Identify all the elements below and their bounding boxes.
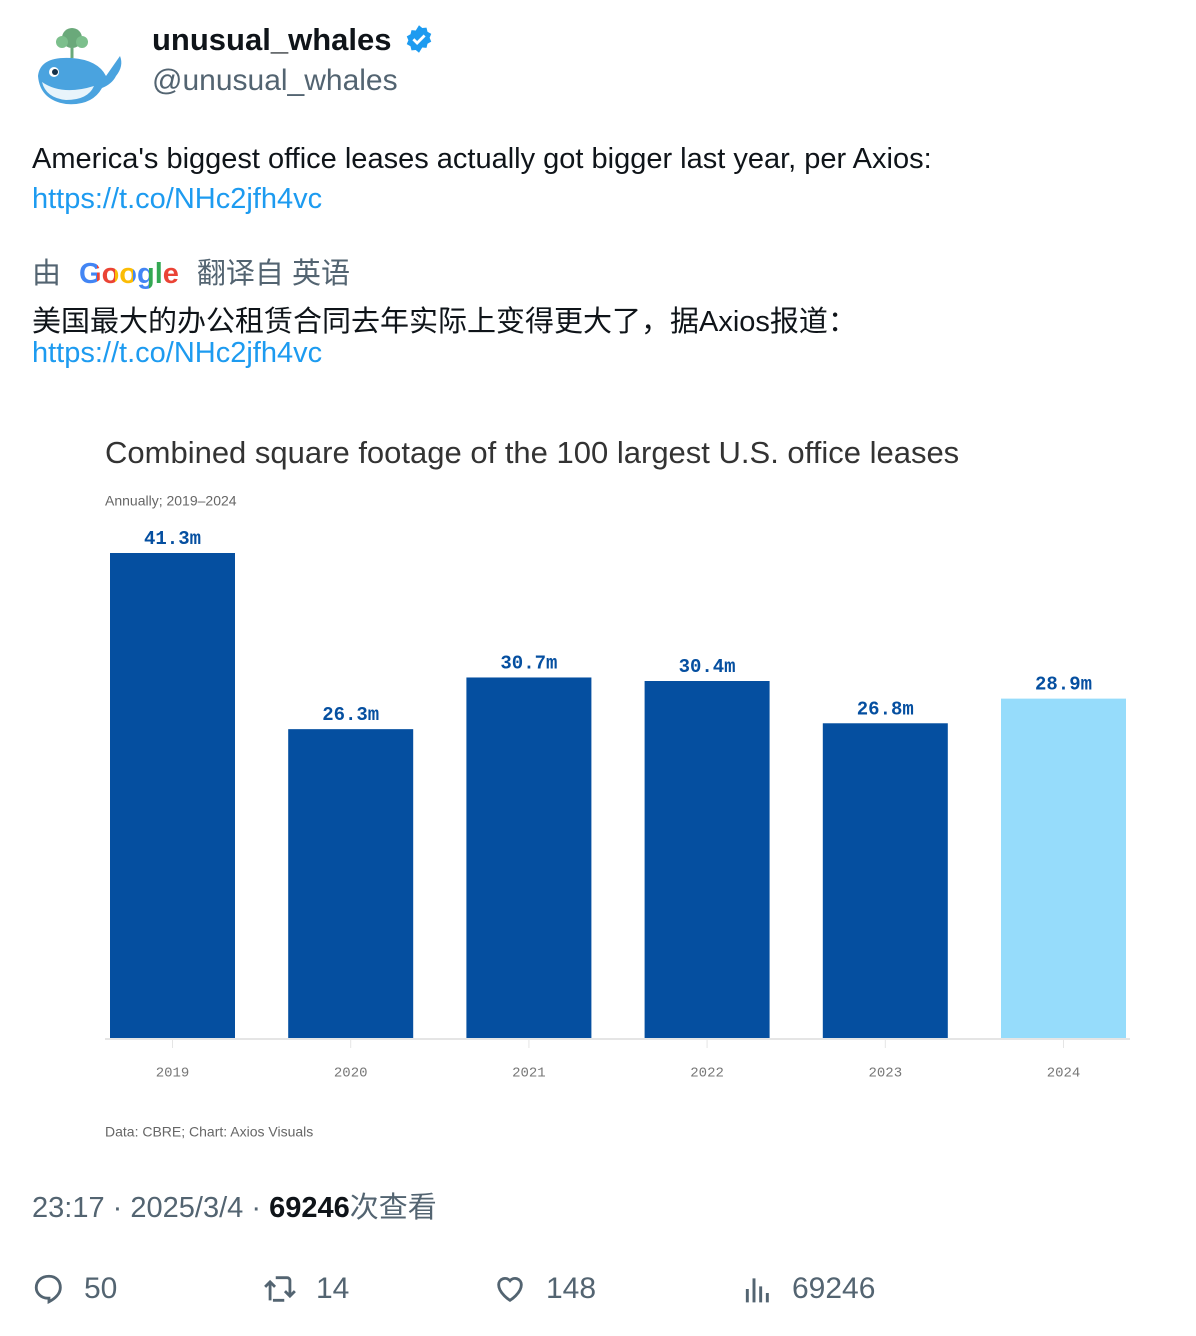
separator: · — [251, 1192, 261, 1224]
time: 23:17 — [32, 1192, 105, 1224]
x-tick-label: 2022 — [690, 1066, 724, 1082]
value-label: 26.3m — [322, 704, 379, 726]
tweet-link[interactable]: https://t.co/NHc2jfh4vc — [32, 183, 323, 215]
views-count: 69246 — [792, 1272, 876, 1305]
value-label: 30.7m — [500, 652, 557, 674]
user-handle[interactable]: @unusual_whales — [152, 64, 398, 97]
value-label: 26.8m — [857, 698, 914, 720]
translation-provider[interactable]: Google — [79, 258, 179, 290]
view-count: 69246 — [269, 1192, 350, 1224]
retweet-icon — [264, 1276, 296, 1302]
retweet-button[interactable]: 14 — [262, 1272, 349, 1306]
reply-count: 50 — [84, 1272, 118, 1305]
translated-text: 美国最大的办公租赁合同去年实际上变得更大了，据Axios报道： — [32, 306, 857, 338]
chart-title: Combined square footage of the 100 large… — [105, 435, 959, 470]
user-name[interactable]: unusual_whales — [152, 22, 434, 58]
separator: · — [112, 1192, 123, 1224]
bar — [466, 677, 592, 1038]
like-icon — [497, 1277, 523, 1303]
value-label: 28.9m — [1035, 674, 1092, 696]
chart-source: Data: CBRE; Chart: Axios Visuals — [105, 1124, 313, 1140]
x-tick-label: 2023 — [868, 1066, 902, 1082]
views-icon — [745, 1278, 769, 1303]
user-name-text[interactable]: unusual_whales — [152, 22, 392, 57]
date: 2025/3/4 — [130, 1192, 244, 1224]
tweet-text: America's biggest office leases actually… — [32, 143, 932, 175]
retweet-count: 14 — [316, 1272, 350, 1305]
value-label: 30.4m — [679, 656, 736, 678]
value-label: 41.3m — [144, 528, 201, 550]
chart[interactable]: Combined square footage of the 100 large… — [0, 400, 1196, 1170]
views-label: 次查看 — [349, 1192, 437, 1224]
chart-subtitle: Annually; 2019–2024 — [105, 493, 237, 509]
tweet-meta: 23:17 · 2025/3/4 · 69246次查看 — [32, 1184, 437, 1226]
like-button[interactable]: 148 — [492, 1272, 596, 1306]
verified-badge — [406, 25, 432, 53]
translation-note: 由 Google 翻译自 英语 — [32, 250, 350, 292]
reply-button[interactable]: 50 — [32, 1272, 117, 1306]
bar — [822, 723, 948, 1038]
like-count: 148 — [546, 1272, 597, 1305]
bar — [644, 681, 770, 1038]
bar — [110, 553, 235, 1038]
reply-icon — [34, 1274, 62, 1305]
translation-from: 翻译自 英语 — [196, 258, 350, 290]
x-tick-label: 2019 — [156, 1066, 190, 1082]
bar — [1001, 698, 1126, 1038]
x-tick-label: 2020 — [334, 1066, 368, 1082]
x-tick-label: 2024 — [1047, 1066, 1081, 1082]
bar — [288, 729, 414, 1038]
x-tick-label: 2021 — [512, 1066, 546, 1082]
translation-by: 由 — [32, 258, 62, 290]
translated-link[interactable]: https://t.co/NHc2jfh4vc — [32, 337, 323, 369]
views-button[interactable]: 69246 — [742, 1272, 875, 1306]
avatar[interactable] — [32, 26, 126, 110]
